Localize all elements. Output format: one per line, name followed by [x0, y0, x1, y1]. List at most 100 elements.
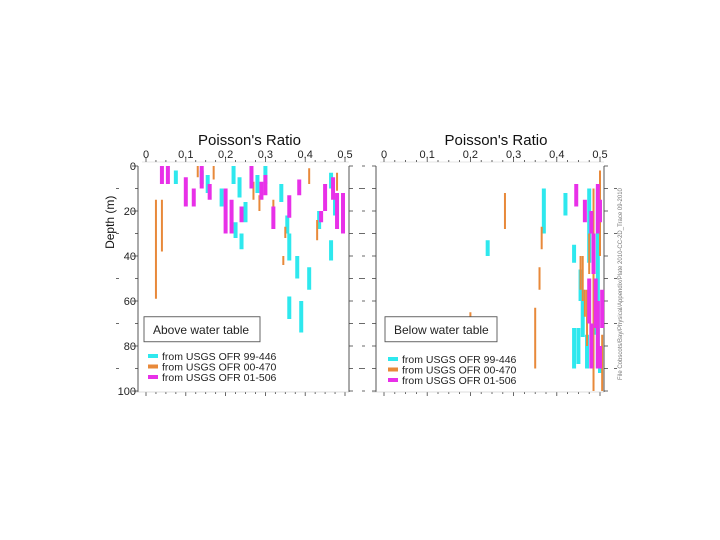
data-bar [538, 267, 541, 290]
data-bar [572, 328, 577, 369]
data-bar [308, 168, 311, 184]
data-bar [207, 184, 212, 200]
legend-label: from USGS OFR 99-446 [402, 354, 517, 366]
data-bar [595, 188, 600, 369]
data-bar [229, 199, 234, 234]
y-axis-label: Depth (m) [103, 196, 117, 249]
data-bar [316, 220, 319, 241]
legend-swatch [148, 354, 158, 358]
chart-title: Poisson's Ratio [445, 132, 548, 149]
x-tick-label: 0.4 [549, 149, 564, 161]
chart-panel-1: Poisson's Ratio 0 0.1 0.2 0.3 0.4 0.5 0 20 40 60 80… [103, 132, 362, 398]
x-tick-label: 0 [143, 149, 149, 161]
x-tick-label: 0.5 [592, 149, 607, 161]
data-bar [581, 256, 584, 301]
x-tick-label: 0.5 [337, 149, 352, 161]
data-bar [601, 334, 604, 391]
data-bar [199, 166, 204, 189]
legend-swatch [148, 375, 158, 379]
data-bar [263, 175, 268, 196]
legend-label: from USGS OFR 99-446 [162, 351, 277, 363]
data-bar [335, 193, 340, 229]
data-bar [579, 256, 582, 290]
data-bar [319, 211, 324, 223]
data-bar [592, 188, 595, 391]
legend-label: from USGS OFR 01-506 [162, 372, 277, 384]
data-bar [574, 184, 579, 207]
annotation-text: Above water table [153, 323, 249, 337]
data-bar [582, 199, 587, 223]
data-bar [287, 296, 292, 319]
data-bar [287, 195, 292, 218]
y-tick-label: 80 [124, 341, 136, 353]
data-bar [299, 301, 304, 333]
legend-label: from USGS OFR 01-506 [402, 375, 517, 387]
data-bar [540, 226, 543, 250]
x-tick-label: 0.3 [258, 149, 273, 161]
data-bar [572, 244, 577, 263]
data-bar [183, 177, 188, 207]
data-bar [541, 188, 546, 234]
annotation-text: Below water table [394, 323, 489, 337]
data-bar [563, 193, 568, 216]
legend-label: from USGS OFR 00-470 [162, 362, 277, 374]
data-bar [585, 334, 590, 369]
credit-text: File Cobscots/Bay/Physical/Appendix/Plat… [618, 187, 624, 380]
data-bar [237, 177, 242, 198]
data-bar [191, 188, 196, 207]
data-bar [591, 233, 596, 274]
data-bar [258, 195, 261, 211]
data-bar [329, 240, 334, 261]
y-tick-label: 60 [124, 296, 136, 308]
data-bar [595, 301, 600, 369]
data-bar [593, 278, 598, 328]
data-bar [252, 181, 255, 200]
data-bar [282, 256, 285, 265]
data-bar [595, 184, 600, 234]
data-bar [589, 211, 594, 234]
y-tick-label: 100 [118, 386, 136, 398]
data-bar [586, 289, 589, 346]
x-tick-label: 0.2 [463, 149, 478, 161]
data-bar [588, 233, 591, 274]
legend-swatch [148, 364, 158, 369]
x-tick-label: 0.1 [420, 149, 435, 161]
data-bar [223, 188, 228, 234]
data-bar [231, 166, 236, 184]
data-bar [212, 166, 215, 180]
y-tick-label: 0 [130, 161, 136, 173]
data-bar [239, 206, 244, 223]
data-bar [259, 181, 264, 200]
data-bar [336, 172, 339, 191]
data-bar [323, 184, 328, 211]
chart-title: Poisson's Ratio [198, 132, 301, 149]
data-bar [600, 289, 605, 328]
data-bar [331, 177, 336, 200]
data-bar [249, 166, 254, 189]
data-bar [598, 199, 602, 223]
legend-swatch [388, 367, 398, 372]
data-bar [503, 193, 506, 229]
data-bar [243, 202, 248, 223]
data-bar [295, 256, 300, 279]
data-bar [279, 184, 284, 202]
data-bar [307, 267, 312, 290]
x-tick-label: 0 [381, 149, 387, 161]
series-3 [574, 184, 605, 369]
legend-swatch [388, 378, 398, 382]
data-bar [576, 328, 581, 364]
data-bar [284, 226, 287, 238]
series-3 [159, 166, 346, 234]
data-bar [587, 188, 592, 263]
legend-swatch [388, 357, 398, 361]
data-bar [271, 206, 276, 229]
legend-label: from USGS OFR 00-470 [402, 365, 517, 377]
data-bar [485, 240, 490, 256]
data-bar [173, 170, 178, 184]
data-bar [583, 289, 586, 317]
annotation-box [384, 316, 498, 343]
data-bar [154, 199, 157, 299]
data-bar [233, 222, 238, 238]
x-tick-label: 0.4 [298, 149, 313, 161]
data-bar [587, 278, 592, 324]
